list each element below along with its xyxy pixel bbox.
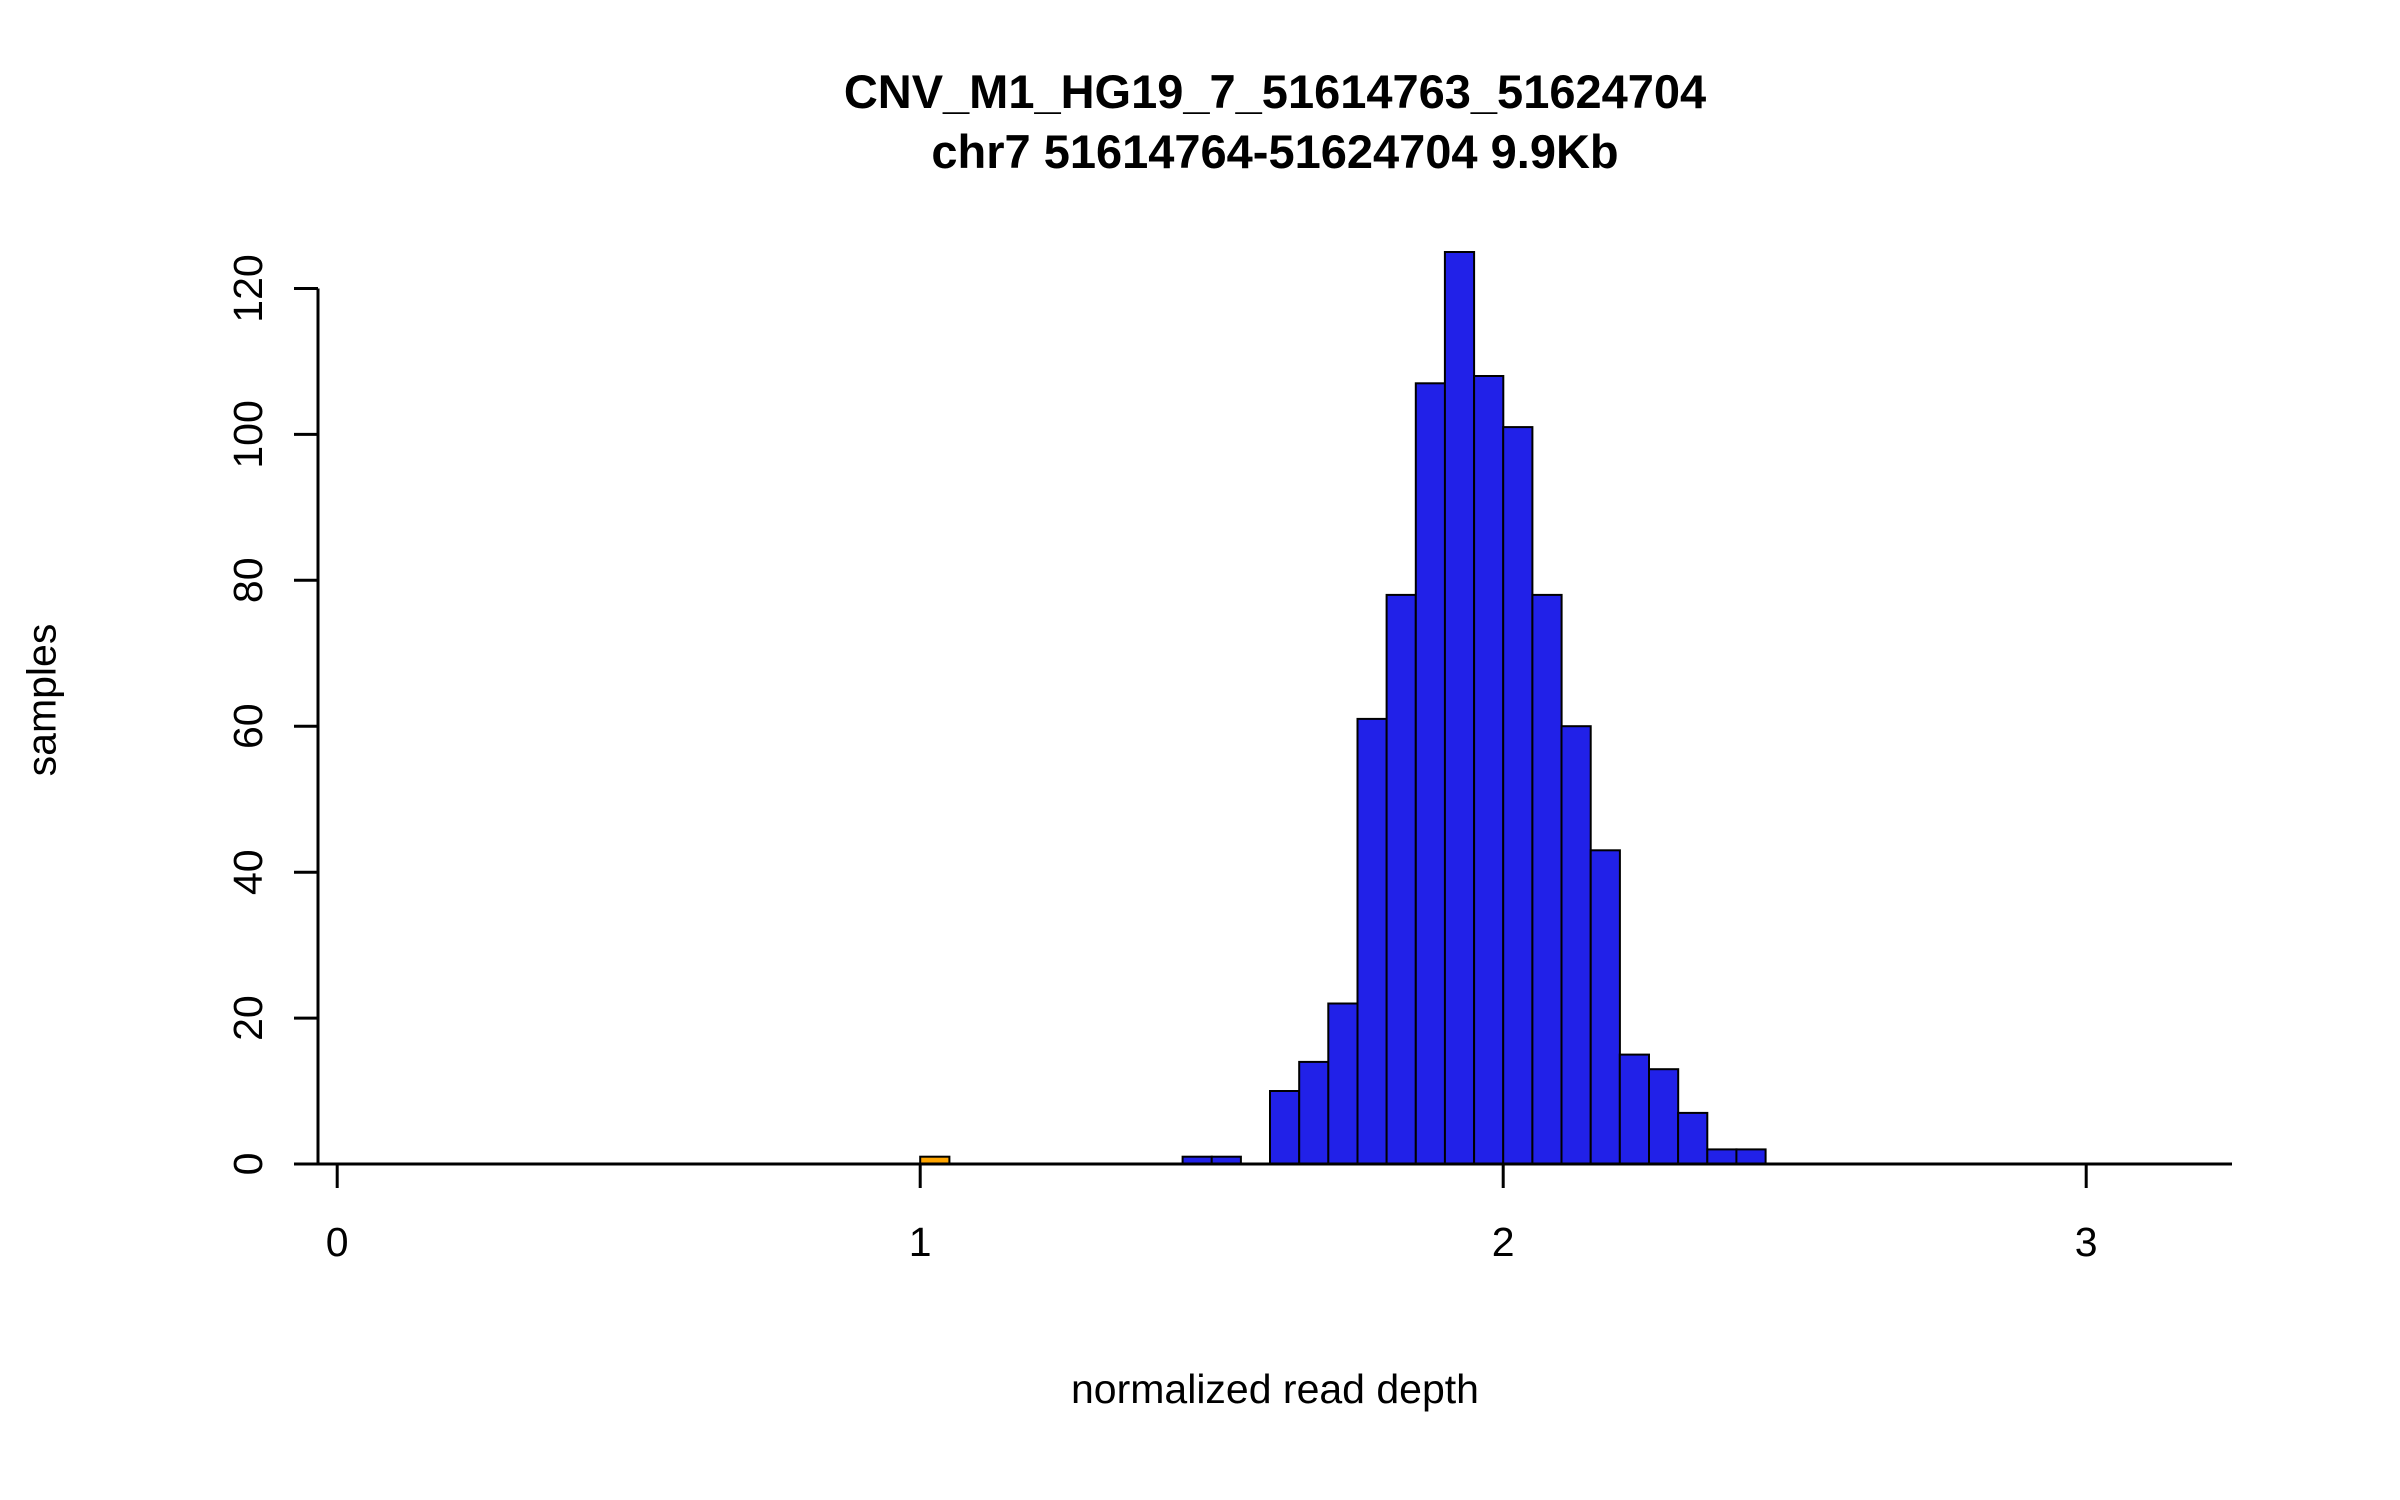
histogram-bar: [1735, 1148, 1767, 1166]
histogram-bar: [1589, 849, 1621, 1165]
chart-title-line1: CNV_M1_HG19_7_51614763_51624704: [843, 65, 1707, 118]
chart-title-line2: chr7 51614764-51624704 9.9Kb: [931, 125, 1619, 178]
histogram-bar: [1648, 1068, 1680, 1165]
x-tick-label: 3: [2075, 1219, 2098, 1265]
y-tick-label: 60: [225, 703, 271, 749]
histogram-bar: [1414, 382, 1447, 1165]
histogram-bar: [1706, 1148, 1738, 1166]
histogram-bar: [1560, 725, 1592, 1165]
histogram-bar: [1327, 1002, 1359, 1165]
x-tick-label: 0: [326, 1219, 349, 1265]
histogram-bar: [1531, 593, 1563, 1165]
y-tick-label: 20: [225, 995, 271, 1041]
histogram-bar: [1443, 251, 1476, 1165]
histogram-bar: [1269, 1090, 1301, 1165]
histogram-bar: [1298, 1060, 1330, 1166]
histogram-bar: [1677, 1111, 1709, 1166]
y-axis-label: samples: [18, 623, 65, 777]
x-tick-label: 2: [1492, 1219, 1515, 1265]
histogram-bar: [1618, 1053, 1651, 1165]
histogram-bar: [1356, 717, 1388, 1166]
histogram-bar: [1502, 426, 1534, 1166]
y-tick-label: 120: [225, 254, 271, 322]
x-tick-label: 1: [909, 1219, 932, 1265]
x-axis-label: normalized read depth: [1071, 1366, 1479, 1412]
y-tick-label: 100: [225, 400, 271, 468]
histogram-bar: [1385, 593, 1417, 1165]
chart-title: CNV_M1_HG19_7_51614763_51624704 chr7 516…: [318, 62, 2232, 182]
histogram-bar: [1473, 375, 1505, 1165]
y-tick-label: 0: [225, 1153, 271, 1176]
y-tick-label: 40: [225, 849, 271, 895]
y-tick-label: 80: [225, 557, 271, 603]
